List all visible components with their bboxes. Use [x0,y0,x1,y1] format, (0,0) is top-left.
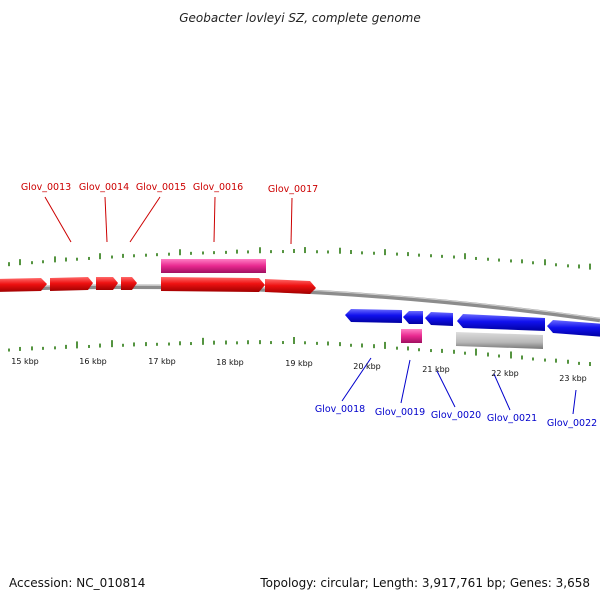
gene-feature-glov-0016[interactable] [161,277,265,292]
gc-skew-ticks [8,247,591,367]
map-title: Geobacter lovleyi SZ, complete genome [179,11,421,25]
kbp-scale: 15 kbp 16 kbp 17 kbp 18 kbp 19 kbp 20 kb… [11,357,587,383]
kbp-label: 23 kbp [559,374,587,383]
reverse-strand-features [345,309,600,349]
gene-feature-glov-0022[interactable] [547,320,600,337]
gene-label-glov-0015[interactable]: Glov_0015 [136,182,186,193]
gene-feature-glov-0013[interactable] [0,278,47,292]
gene-feature-glov-0017[interactable] [265,279,316,294]
topology-summary: Topology: circular; Length: 3,917,761 bp… [260,576,590,590]
kbp-label: 21 kbp [422,365,450,374]
rna-feature-reverse[interactable] [401,329,422,343]
gene-feature-glov-0015[interactable] [96,277,118,290]
gene-label-glov-0019[interactable]: Glov_0019 [375,407,425,418]
kbp-label: 22 kbp [491,369,519,378]
accession-text: Accession: NC_010814 [9,576,146,590]
gene-feature-glov-0014[interactable] [50,277,93,291]
gene-label-glov-0018[interactable]: Glov_0018 [315,404,365,415]
gray-feature[interactable] [456,332,543,349]
gene-label-glov-0022[interactable]: Glov_0022 [547,418,597,429]
gene-label-glov-0020[interactable]: Glov_0020 [431,410,481,421]
gene-label-glov-0017[interactable]: Glov_0017 [268,184,318,195]
kbp-label: 15 kbp [11,357,39,366]
forward-gene-labels: Glov_0013 Glov_0014 Glov_0015 Glov_0016 … [21,182,318,245]
gene-feature-glov-0018[interactable] [345,309,402,323]
kbp-label: 18 kbp [216,358,244,367]
kbp-label: 20 kbp [353,362,381,371]
kbp-label: 19 kbp [285,359,313,368]
rna-feature[interactable] [161,259,266,273]
gene-feature-glov-0019[interactable] [403,311,423,324]
forward-strand-features [0,259,316,294]
gene-label-glov-0016[interactable]: Glov_0016 [193,182,243,193]
gene-feature-glov-0020[interactable] [425,312,453,326]
reverse-gene-labels: Glov_0018 Glov_0019 Glov_0020 Glov_0021 … [315,357,597,429]
gene-label-glov-0013[interactable]: Glov_0013 [21,182,71,193]
gene-label-glov-0014[interactable]: Glov_0014 [79,182,129,193]
gene-feature-glov-0015b[interactable] [121,277,137,290]
kbp-label: 17 kbp [148,357,176,366]
gene-label-glov-0021[interactable]: Glov_0021 [487,413,537,424]
kbp-label: 16 kbp [79,357,107,366]
gene-feature-glov-0021[interactable] [457,314,545,331]
